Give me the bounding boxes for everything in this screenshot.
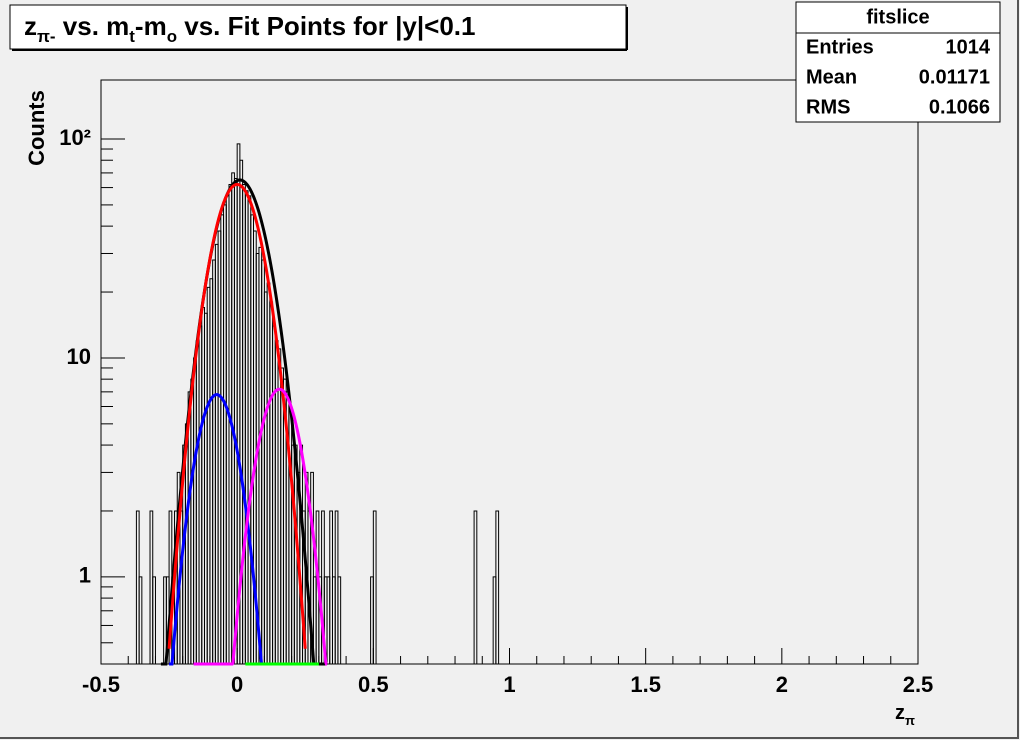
histogram-bin xyxy=(495,510,500,664)
x-axis-label: zπ xyxy=(895,702,915,728)
histogram-bin xyxy=(152,576,156,664)
y-tick-label: 10² xyxy=(59,125,91,150)
fit-curve xyxy=(193,387,328,666)
histogram-bin xyxy=(372,510,377,664)
text-segment: -m xyxy=(135,11,167,41)
histogram-bin xyxy=(337,576,342,664)
text-segment: vs. Fit Points for |y|<0.1 xyxy=(177,11,475,41)
histogram-bin xyxy=(310,471,314,664)
y-tick-label: 1 xyxy=(79,563,91,588)
x-tick-label: 1.5 xyxy=(630,672,661,697)
stats-title: fitslice xyxy=(866,6,929,28)
text-segment: o xyxy=(167,27,177,46)
histogram-bin xyxy=(473,510,478,664)
y-axis-label: Counts xyxy=(24,90,49,166)
stats-value: 0.01171 xyxy=(919,66,990,88)
x-tick-label: 2.5 xyxy=(903,672,934,697)
text-segment: π xyxy=(905,713,915,728)
text-segment: t xyxy=(129,27,135,46)
x-tick-label: -0.5 xyxy=(82,672,120,697)
text-segment: z xyxy=(895,702,905,724)
y-tick-label: 10 xyxy=(67,344,91,369)
text-segment: vs. m xyxy=(56,11,130,41)
stats-value: 1014 xyxy=(946,36,991,58)
text-segment: π- xyxy=(37,27,56,46)
stats-box xyxy=(795,1,1001,123)
text-segment: z xyxy=(24,11,37,41)
stats-value: 0.1066 xyxy=(929,96,990,118)
stats-label: Entries xyxy=(806,36,874,58)
histogram-bin xyxy=(138,576,143,664)
x-tick-label: 0 xyxy=(231,672,243,697)
x-tick-label: 0.5 xyxy=(358,672,389,697)
fit-curve xyxy=(169,393,265,666)
stats-label: Mean xyxy=(806,66,857,88)
chart-title: zπ- vs. mt-mo vs. Fit Points for |y|<0.1 xyxy=(24,11,475,46)
x-tick-label: 2 xyxy=(776,672,788,697)
stats-label: RMS xyxy=(806,96,850,118)
x-tick-label: 1 xyxy=(503,672,515,697)
